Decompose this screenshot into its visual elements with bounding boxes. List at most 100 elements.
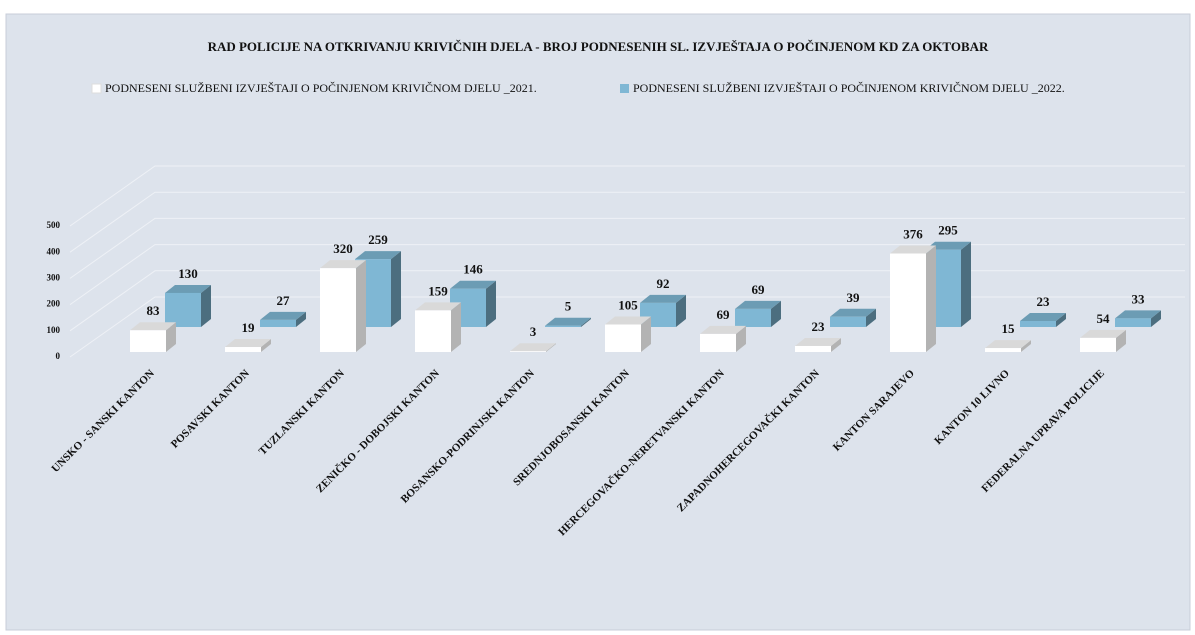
bar-top <box>320 260 366 269</box>
grid-line <box>69 165 1185 227</box>
bar-top <box>830 308 876 317</box>
data-label: 376 <box>903 226 923 241</box>
bar-side <box>201 284 211 327</box>
bar-top <box>545 317 591 326</box>
y-tick-label: 400 <box>47 246 61 256</box>
y-tick-label: 500 <box>47 220 61 230</box>
data-label: 19 <box>242 320 256 335</box>
bar-top <box>925 241 971 250</box>
data-label: 83 <box>147 303 161 318</box>
data-label: 259 <box>368 232 388 247</box>
bar <box>260 311 306 327</box>
legend-swatch <box>620 84 629 93</box>
bar-side <box>261 339 271 352</box>
bar-side <box>166 322 176 352</box>
bar-side <box>641 316 651 352</box>
bar <box>165 284 211 327</box>
bar-top <box>640 294 686 303</box>
bar-side <box>1056 312 1066 327</box>
y-tick-label: 200 <box>47 299 61 309</box>
data-label: 54 <box>1097 311 1111 326</box>
bar-side <box>866 308 876 327</box>
bar-front <box>260 319 296 327</box>
bar <box>830 308 876 327</box>
bar-front <box>320 268 356 352</box>
data-label: 92 <box>657 276 670 291</box>
legend-swatch <box>91 83 102 94</box>
bar <box>415 302 461 352</box>
bar-top <box>890 245 936 254</box>
bar-side <box>391 251 401 327</box>
bar-top <box>1080 329 1126 338</box>
bar-top <box>355 251 401 260</box>
bar-side <box>451 302 461 352</box>
data-label: 23 <box>1037 294 1051 309</box>
bar <box>1080 329 1126 352</box>
bar-front <box>795 345 831 352</box>
data-label: 33 <box>1132 291 1146 306</box>
bar-side <box>1116 329 1126 352</box>
bar-top <box>260 311 306 320</box>
y-tick-label: 100 <box>47 325 61 335</box>
chart-title: RAD POLICIJE NA OTKRIVANJU KRIVIČNIH DJE… <box>208 39 989 54</box>
bar-side <box>296 311 306 327</box>
bar <box>320 260 366 352</box>
bar-top <box>700 325 746 334</box>
bar-front <box>735 308 771 327</box>
bar-side <box>1021 340 1031 352</box>
bar <box>225 339 271 352</box>
bar-side <box>961 241 971 327</box>
bar-side <box>1151 310 1161 327</box>
bar <box>890 245 936 352</box>
bar-front <box>545 325 581 327</box>
data-label: 23 <box>812 319 826 334</box>
bar-side <box>356 260 366 352</box>
data-label: 146 <box>463 262 483 277</box>
bar <box>735 300 781 327</box>
bar-top <box>1020 312 1066 321</box>
y-tick-label: 300 <box>47 272 61 282</box>
data-label: 159 <box>428 283 448 298</box>
bar-front <box>130 330 166 352</box>
bar-side <box>926 245 936 352</box>
bar <box>1115 310 1161 327</box>
bar-front <box>985 348 1021 352</box>
data-label: 295 <box>938 223 958 238</box>
data-label: 27 <box>277 293 291 308</box>
bar-front <box>700 333 736 352</box>
bar-top <box>130 322 176 331</box>
bar-side <box>771 300 781 327</box>
bar-side <box>486 280 496 327</box>
data-label: 15 <box>1002 321 1016 336</box>
bar-top <box>165 284 211 293</box>
bar-side <box>736 325 746 352</box>
data-label: 105 <box>618 297 638 312</box>
bar-front <box>890 253 926 352</box>
legend-label: PODNESENI SLUŽBENI IZVJEŠTAJI O POČINJEN… <box>633 81 1065 95</box>
bar <box>510 343 556 352</box>
legend-label: PODNESENI SLUŽBENI IZVJEŠTAJI O POČINJEN… <box>105 81 537 95</box>
bar <box>130 322 176 352</box>
data-label: 3 <box>530 324 537 339</box>
bar-side <box>581 317 591 327</box>
y-tick-label: 0 <box>56 351 61 361</box>
bar-front <box>1115 318 1151 327</box>
data-label: 320 <box>333 241 353 256</box>
data-label: 69 <box>752 282 766 297</box>
bar-front <box>1020 320 1056 327</box>
grid-line <box>69 270 1185 332</box>
bar <box>795 337 841 352</box>
bar-front <box>415 310 451 352</box>
grid-line <box>69 191 1185 253</box>
bar-front <box>510 351 546 352</box>
bar-side <box>676 294 686 327</box>
bar-side <box>831 337 841 352</box>
bar <box>605 316 651 352</box>
bar-front <box>1080 337 1116 352</box>
bar-top <box>605 316 651 325</box>
bar-front <box>605 324 641 352</box>
bar <box>985 340 1031 352</box>
data-label: 39 <box>847 290 861 305</box>
bar-top <box>795 337 841 346</box>
